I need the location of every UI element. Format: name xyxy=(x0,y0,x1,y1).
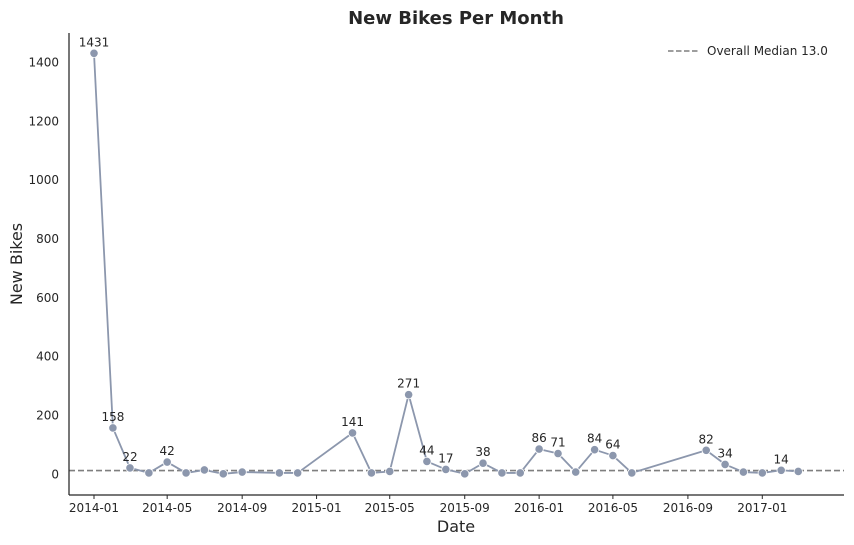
data-label: 38 xyxy=(475,445,490,459)
y-tick-label: 1000 xyxy=(28,173,59,187)
x-tick-label: 2015-05 xyxy=(365,501,415,515)
data-point xyxy=(701,445,711,455)
data-point xyxy=(627,468,637,478)
y-axis-ticks: 0 200 400 600 800 1000 1200 1400 xyxy=(28,55,59,481)
data-point xyxy=(404,390,414,400)
x-tick-label: 2017-01 xyxy=(737,501,787,515)
data-point xyxy=(274,468,284,478)
data-label: 82 xyxy=(699,432,714,446)
series-layer xyxy=(89,48,803,479)
legend-label-median: Overall Median 13.0 xyxy=(707,44,828,58)
data-point xyxy=(366,468,377,478)
x-tick-label: 2015-09 xyxy=(440,501,490,515)
x-tick-label: 2014-01 xyxy=(69,501,119,515)
data-point xyxy=(108,423,118,433)
data-point xyxy=(144,468,154,478)
x-tick-label: 2016-01 xyxy=(514,501,564,515)
x-axis-ticks: 2014-01 2014-05 2014-09 2015-01 2015-05 2015-… xyxy=(69,495,787,515)
data-point xyxy=(385,466,395,477)
data-point xyxy=(757,468,767,478)
data-point xyxy=(460,469,470,479)
data-point xyxy=(720,459,730,469)
data-point xyxy=(162,457,172,467)
y-tick-label: 800 xyxy=(36,232,59,246)
data-label: 22 xyxy=(122,450,137,464)
data-point xyxy=(347,428,358,438)
data-point xyxy=(89,48,99,58)
data-label: 44 xyxy=(419,443,434,457)
x-tick-label: 2016-09 xyxy=(663,501,713,515)
x-tick-label: 2015-01 xyxy=(291,501,341,515)
data-point xyxy=(478,458,488,468)
data-label: 64 xyxy=(605,438,620,452)
x-tick-label: 2014-05 xyxy=(142,501,192,515)
data-label: 158 xyxy=(101,410,124,424)
data-point xyxy=(553,448,563,459)
data-point xyxy=(776,465,786,475)
data-point xyxy=(441,464,451,474)
data-label: 271 xyxy=(397,377,420,391)
data-point xyxy=(534,444,544,454)
data-point xyxy=(571,467,581,477)
data-label: 141 xyxy=(341,415,364,429)
data-point xyxy=(515,468,525,478)
data-label: 14 xyxy=(774,452,789,466)
data-label: 86 xyxy=(531,431,546,445)
y-tick-label: 200 xyxy=(36,409,59,423)
data-point xyxy=(608,450,618,461)
data-point xyxy=(181,468,191,478)
data-point xyxy=(218,469,228,479)
y-tick-label: 400 xyxy=(36,350,59,364)
data-point xyxy=(590,445,600,455)
x-tick-label: 2016-05 xyxy=(588,501,638,515)
data-point xyxy=(125,463,135,473)
data-label: 84 xyxy=(587,432,602,446)
legend: Overall Median 13.0 xyxy=(668,44,828,58)
y-axis-title: New Bikes xyxy=(7,223,26,305)
data-point xyxy=(237,467,247,477)
data-label: 71 xyxy=(550,436,565,450)
data-label: 42 xyxy=(160,444,175,458)
x-axis-title: Date xyxy=(437,517,475,536)
data-point xyxy=(793,466,803,477)
y-tick-label: 1400 xyxy=(28,55,59,69)
x-tick-label: 2014-09 xyxy=(217,501,267,515)
data-point xyxy=(199,465,209,475)
y-tick-label: 1200 xyxy=(28,114,59,128)
y-tick-label: 600 xyxy=(36,291,59,305)
data-point xyxy=(293,468,303,478)
data-point xyxy=(738,467,748,477)
data-point xyxy=(497,468,507,478)
data-label: 1431 xyxy=(79,35,110,49)
data-label: 34 xyxy=(717,446,732,460)
y-tick-label: 0 xyxy=(51,467,59,481)
data-label: 17 xyxy=(438,451,453,465)
data-point xyxy=(422,456,432,467)
chart-title: New Bikes Per Month xyxy=(348,8,564,29)
